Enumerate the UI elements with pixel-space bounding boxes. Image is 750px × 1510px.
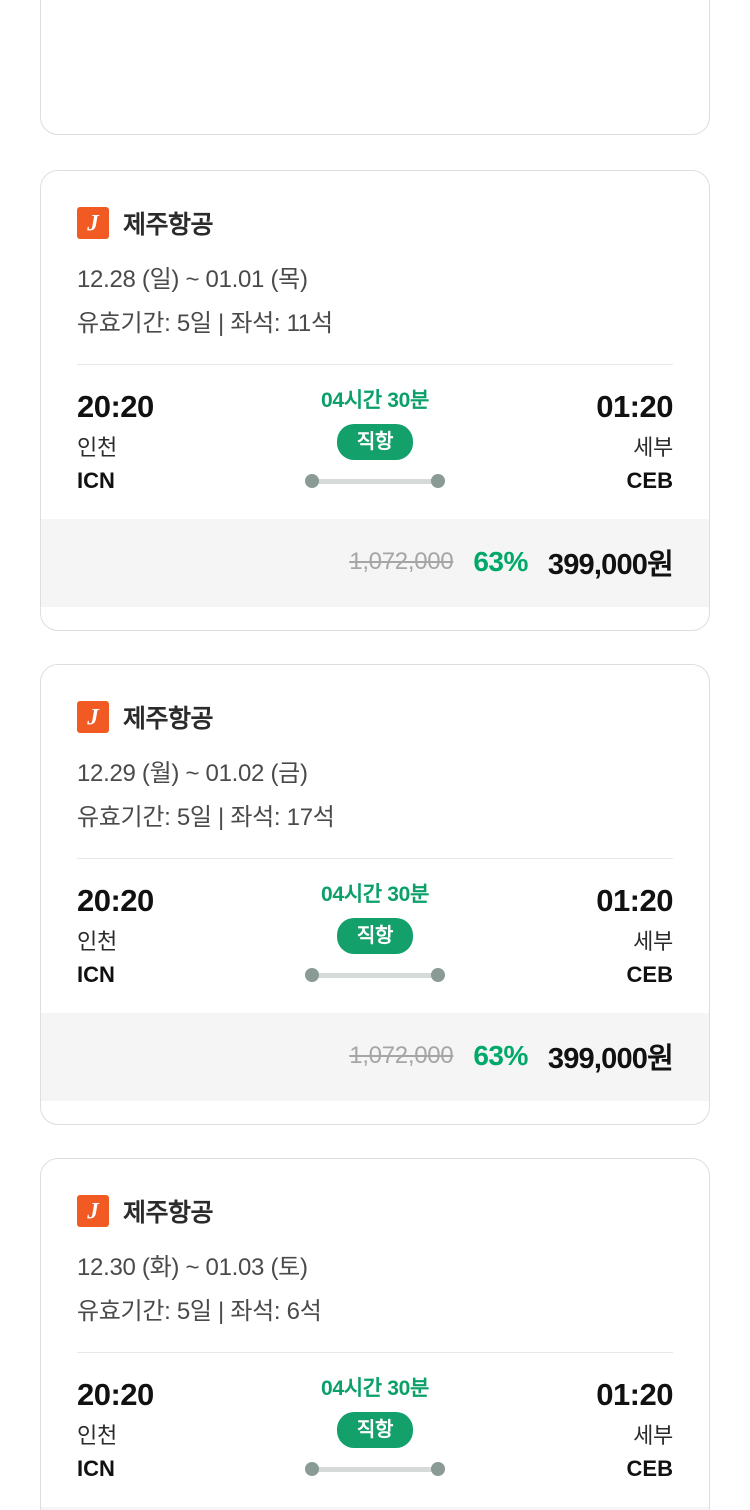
flight-duration: 04시간 30분 bbox=[320, 883, 430, 906]
flight-duration: 04시간 30분 bbox=[320, 1377, 430, 1400]
final-price: 399,000원 bbox=[547, 549, 674, 582]
stop-type-badge: 직항 bbox=[336, 424, 414, 461]
card-divider bbox=[77, 1352, 673, 1353]
arrival-time: 01:20 bbox=[596, 389, 673, 424]
route-middle: 04시간 30분 직항 bbox=[262, 389, 488, 489]
final-price: 399,000원 bbox=[547, 1043, 674, 1076]
stop-type-badge: 직항 bbox=[336, 918, 414, 955]
arrival-code: CEB bbox=[626, 961, 673, 987]
card-divider bbox=[77, 364, 673, 365]
departure-city: 인천 bbox=[77, 434, 117, 460]
travel-dates: 12.29 (월) ~ 01.02 (금) bbox=[77, 760, 308, 787]
departure-city: 인천 bbox=[77, 928, 117, 954]
route-line-icon bbox=[305, 1462, 445, 1477]
travel-dates: 12.28 (일) ~ 01.01 (목) bbox=[77, 266, 308, 293]
route-dot-destination bbox=[431, 1462, 445, 1477]
departure-code: ICN bbox=[77, 1455, 115, 1481]
route-dot-origin bbox=[305, 968, 319, 983]
arrival-block: 01:20 세부 CEB bbox=[488, 389, 673, 493]
departure-code: ICN bbox=[77, 467, 115, 493]
route-middle: 04시간 30분 직항 bbox=[262, 883, 488, 983]
arrival-code: CEB bbox=[626, 467, 673, 493]
route-dot-destination bbox=[431, 968, 445, 983]
departure-city: 인천 bbox=[77, 1422, 117, 1448]
arrival-code: CEB bbox=[626, 1455, 673, 1481]
flight-card[interactable]: J 제주항공 12.28 (일) ~ 01.01 (목) 유효기간: 5일 | … bbox=[40, 170, 710, 631]
validity-and-seats: 유효기간: 5일 | 좌석: 6석 bbox=[77, 1298, 322, 1325]
departure-block: 20:20 인천 ICN bbox=[77, 1377, 262, 1481]
discount-rate: 63% bbox=[473, 546, 528, 578]
original-price: 1,072,000 bbox=[349, 548, 454, 576]
route-row: 20:20 인천 ICN 04시간 30분 직항 01:20 세부 bbox=[77, 859, 674, 1013]
flight-card-body: J 제주항공 12.30 (화) ~ 01.03 (토) 유효기간: 5일 | … bbox=[41, 1159, 709, 1507]
airline-name: 제주항공 bbox=[123, 211, 214, 239]
airline-name: 제주항공 bbox=[123, 705, 214, 733]
airline-header: J 제주항공 bbox=[77, 699, 673, 735]
price-footer[interactable]: 1,072,000 63% 399,000원 bbox=[41, 1507, 709, 1510]
logo-j-glyph: J bbox=[87, 704, 99, 730]
route-line-icon bbox=[305, 474, 445, 489]
airline-name: 제주항공 bbox=[123, 1199, 214, 1227]
departure-time: 20:20 bbox=[77, 389, 154, 424]
flight-duration: 04시간 30분 bbox=[320, 389, 430, 412]
departure-block: 20:20 인천 ICN bbox=[77, 883, 262, 987]
jeju-air-logo-icon: J bbox=[77, 701, 109, 733]
price-footer[interactable]: 1,072,000 63% 399,000원 bbox=[41, 1013, 709, 1102]
arrival-block: 01:20 세부 CEB bbox=[488, 1377, 673, 1481]
route-bar bbox=[312, 973, 438, 979]
route-bar bbox=[312, 479, 438, 485]
logo-j-glyph: J bbox=[87, 1198, 99, 1224]
jeju-air-logo-icon: J bbox=[77, 207, 109, 239]
logo-j-glyph: J bbox=[87, 210, 99, 236]
arrival-time: 01:20 bbox=[596, 1377, 673, 1412]
validity-and-seats: 유효기간: 5일 | 좌석: 17석 bbox=[77, 804, 335, 831]
route-row: 20:20 인천 ICN 04시간 30분 직항 01:20 세부 bbox=[77, 1353, 674, 1507]
original-price: 1,072,000 bbox=[349, 1042, 454, 1070]
arrival-city: 세부 bbox=[633, 1422, 673, 1448]
flight-card[interactable]: J 제주항공 12.30 (화) ~ 01.03 (토) 유효기간: 5일 | … bbox=[40, 1158, 710, 1510]
departure-time: 20:20 bbox=[77, 1377, 154, 1412]
travel-dates: 12.30 (화) ~ 01.03 (토) bbox=[77, 1254, 308, 1281]
arrival-city: 세부 bbox=[633, 928, 673, 954]
flight-card-body: J 제주항공 12.29 (월) ~ 01.02 (금) 유효기간: 5일 | … bbox=[41, 665, 709, 1013]
route-line-icon bbox=[305, 968, 445, 983]
flight-card[interactable]: J 제주항공 12.27 (토) ~ 12.31 (수) 유효기간: 5일 | … bbox=[40, 0, 710, 135]
arrival-block: 01:20 세부 CEB bbox=[488, 883, 673, 987]
route-row: 20:20 인천 ICN 04시간 30분 직항 01:20 세부 bbox=[77, 365, 674, 519]
departure-time: 20:20 bbox=[77, 883, 154, 918]
airline-header: J 제주항공 bbox=[77, 1193, 673, 1229]
stop-type-badge: 직항 bbox=[336, 1412, 414, 1449]
card-divider bbox=[77, 858, 673, 859]
route-dot-origin bbox=[305, 474, 319, 489]
arrival-time: 01:20 bbox=[596, 883, 673, 918]
route-dot-origin bbox=[305, 1462, 319, 1477]
airline-header: J 제주항공 bbox=[77, 205, 673, 241]
discount-rate: 63% bbox=[473, 1040, 528, 1072]
route-bar bbox=[312, 1467, 438, 1473]
price-footer[interactable]: 1,072,000 63% 399,000원 bbox=[41, 519, 709, 608]
departure-block: 20:20 인천 ICN bbox=[77, 389, 262, 493]
route-dot-destination bbox=[431, 474, 445, 489]
flight-card[interactable]: J 제주항공 12.29 (월) ~ 01.02 (금) 유효기간: 5일 | … bbox=[40, 664, 710, 1125]
departure-code: ICN bbox=[77, 961, 115, 987]
route-middle: 04시간 30분 직항 bbox=[262, 1377, 488, 1477]
flight-card-body: J 제주항공 12.28 (일) ~ 01.01 (목) 유효기간: 5일 | … bbox=[41, 171, 709, 519]
jeju-air-logo-icon: J bbox=[77, 1195, 109, 1227]
validity-and-seats: 유효기간: 5일 | 좌석: 11석 bbox=[77, 310, 333, 337]
arrival-city: 세부 bbox=[633, 434, 673, 460]
